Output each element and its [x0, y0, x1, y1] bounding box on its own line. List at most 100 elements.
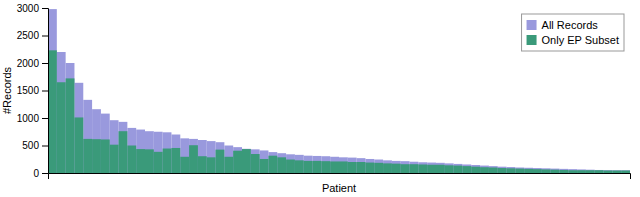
x-axis-title: Patient — [322, 182, 356, 194]
bar — [171, 148, 180, 173]
bar — [568, 169, 577, 173]
bar — [621, 171, 630, 173]
bar — [489, 168, 498, 174]
tick-label: 500 — [22, 140, 39, 151]
bar — [136, 130, 145, 173]
tick-label: 0 — [33, 168, 39, 179]
y-axis-title: #Records — [1, 66, 13, 114]
bar — [198, 156, 207, 173]
bar — [559, 169, 568, 173]
bar — [295, 155, 304, 173]
bar — [374, 163, 383, 173]
bar — [136, 149, 145, 173]
tick-mark — [42, 36, 48, 37]
bar — [524, 168, 533, 173]
y-tick: 1500 — [17, 85, 48, 96]
bar — [621, 170, 630, 173]
bar-series — [48, 9, 630, 173]
bar — [74, 83, 83, 173]
bar — [330, 157, 339, 173]
bar — [436, 165, 445, 173]
bar — [207, 157, 216, 173]
bar — [339, 157, 348, 173]
bar — [559, 170, 568, 173]
legend-label: All Records — [542, 19, 599, 31]
bar — [498, 168, 507, 173]
bar — [224, 157, 233, 173]
bar — [154, 132, 163, 173]
bar — [418, 162, 427, 173]
tick-mark — [42, 91, 48, 92]
bar — [357, 158, 366, 173]
bar — [374, 160, 383, 173]
tick-mark — [42, 63, 48, 64]
bar — [48, 9, 57, 173]
bar — [533, 168, 542, 173]
bar — [383, 163, 392, 173]
bar — [145, 149, 154, 173]
bar — [127, 128, 136, 173]
bar — [286, 160, 295, 173]
bar — [392, 161, 401, 173]
bar — [410, 164, 419, 173]
y-axis: 050010001500200025003000 — [17, 3, 49, 179]
bar — [57, 82, 66, 173]
bar — [551, 169, 560, 173]
bar — [66, 63, 75, 173]
bar — [251, 154, 260, 173]
tick-label: 1000 — [17, 113, 40, 124]
tick-label: 2000 — [17, 58, 40, 69]
y-tick: 1000 — [17, 113, 48, 124]
bar — [410, 162, 419, 173]
legend-entry: All Records — [527, 19, 599, 31]
bar — [515, 168, 524, 174]
tick-mark — [42, 146, 48, 147]
bar — [242, 149, 251, 173]
bar — [551, 170, 560, 173]
bar — [101, 114, 110, 173]
legend-label: Only EP Subset — [542, 34, 619, 46]
bar — [604, 170, 613, 173]
tick-mark — [42, 8, 48, 9]
bar — [542, 169, 551, 173]
bar — [454, 164, 463, 173]
bar — [595, 170, 604, 173]
bar — [462, 166, 471, 173]
bar — [268, 156, 277, 173]
bar — [524, 169, 533, 173]
bar — [260, 159, 269, 173]
bar — [604, 171, 613, 173]
bar — [365, 159, 374, 173]
bar — [233, 151, 242, 173]
bar — [471, 165, 480, 173]
bar — [216, 142, 225, 173]
tick-label: 3000 — [17, 3, 40, 14]
bar — [92, 109, 101, 173]
tick-label: 1500 — [17, 85, 40, 96]
bar — [74, 117, 83, 173]
bar — [110, 145, 119, 173]
bar — [66, 78, 75, 173]
bar — [507, 168, 516, 173]
bar — [286, 154, 295, 173]
y-tick: 3000 — [17, 3, 48, 14]
bar — [577, 169, 586, 173]
bar — [507, 167, 516, 173]
bar — [101, 139, 110, 173]
tick-mark — [42, 118, 48, 119]
bar — [401, 164, 410, 173]
bar — [251, 149, 260, 173]
bar — [145, 131, 154, 173]
bar-series — [48, 50, 630, 173]
bar — [207, 141, 216, 173]
bar — [568, 170, 577, 173]
bar — [313, 161, 322, 173]
bar — [313, 156, 322, 173]
bar — [321, 161, 330, 173]
bar — [577, 170, 586, 173]
bar — [348, 158, 357, 173]
bar — [436, 163, 445, 173]
bar — [542, 168, 551, 173]
bar — [180, 157, 189, 173]
legend-box — [522, 14, 624, 51]
